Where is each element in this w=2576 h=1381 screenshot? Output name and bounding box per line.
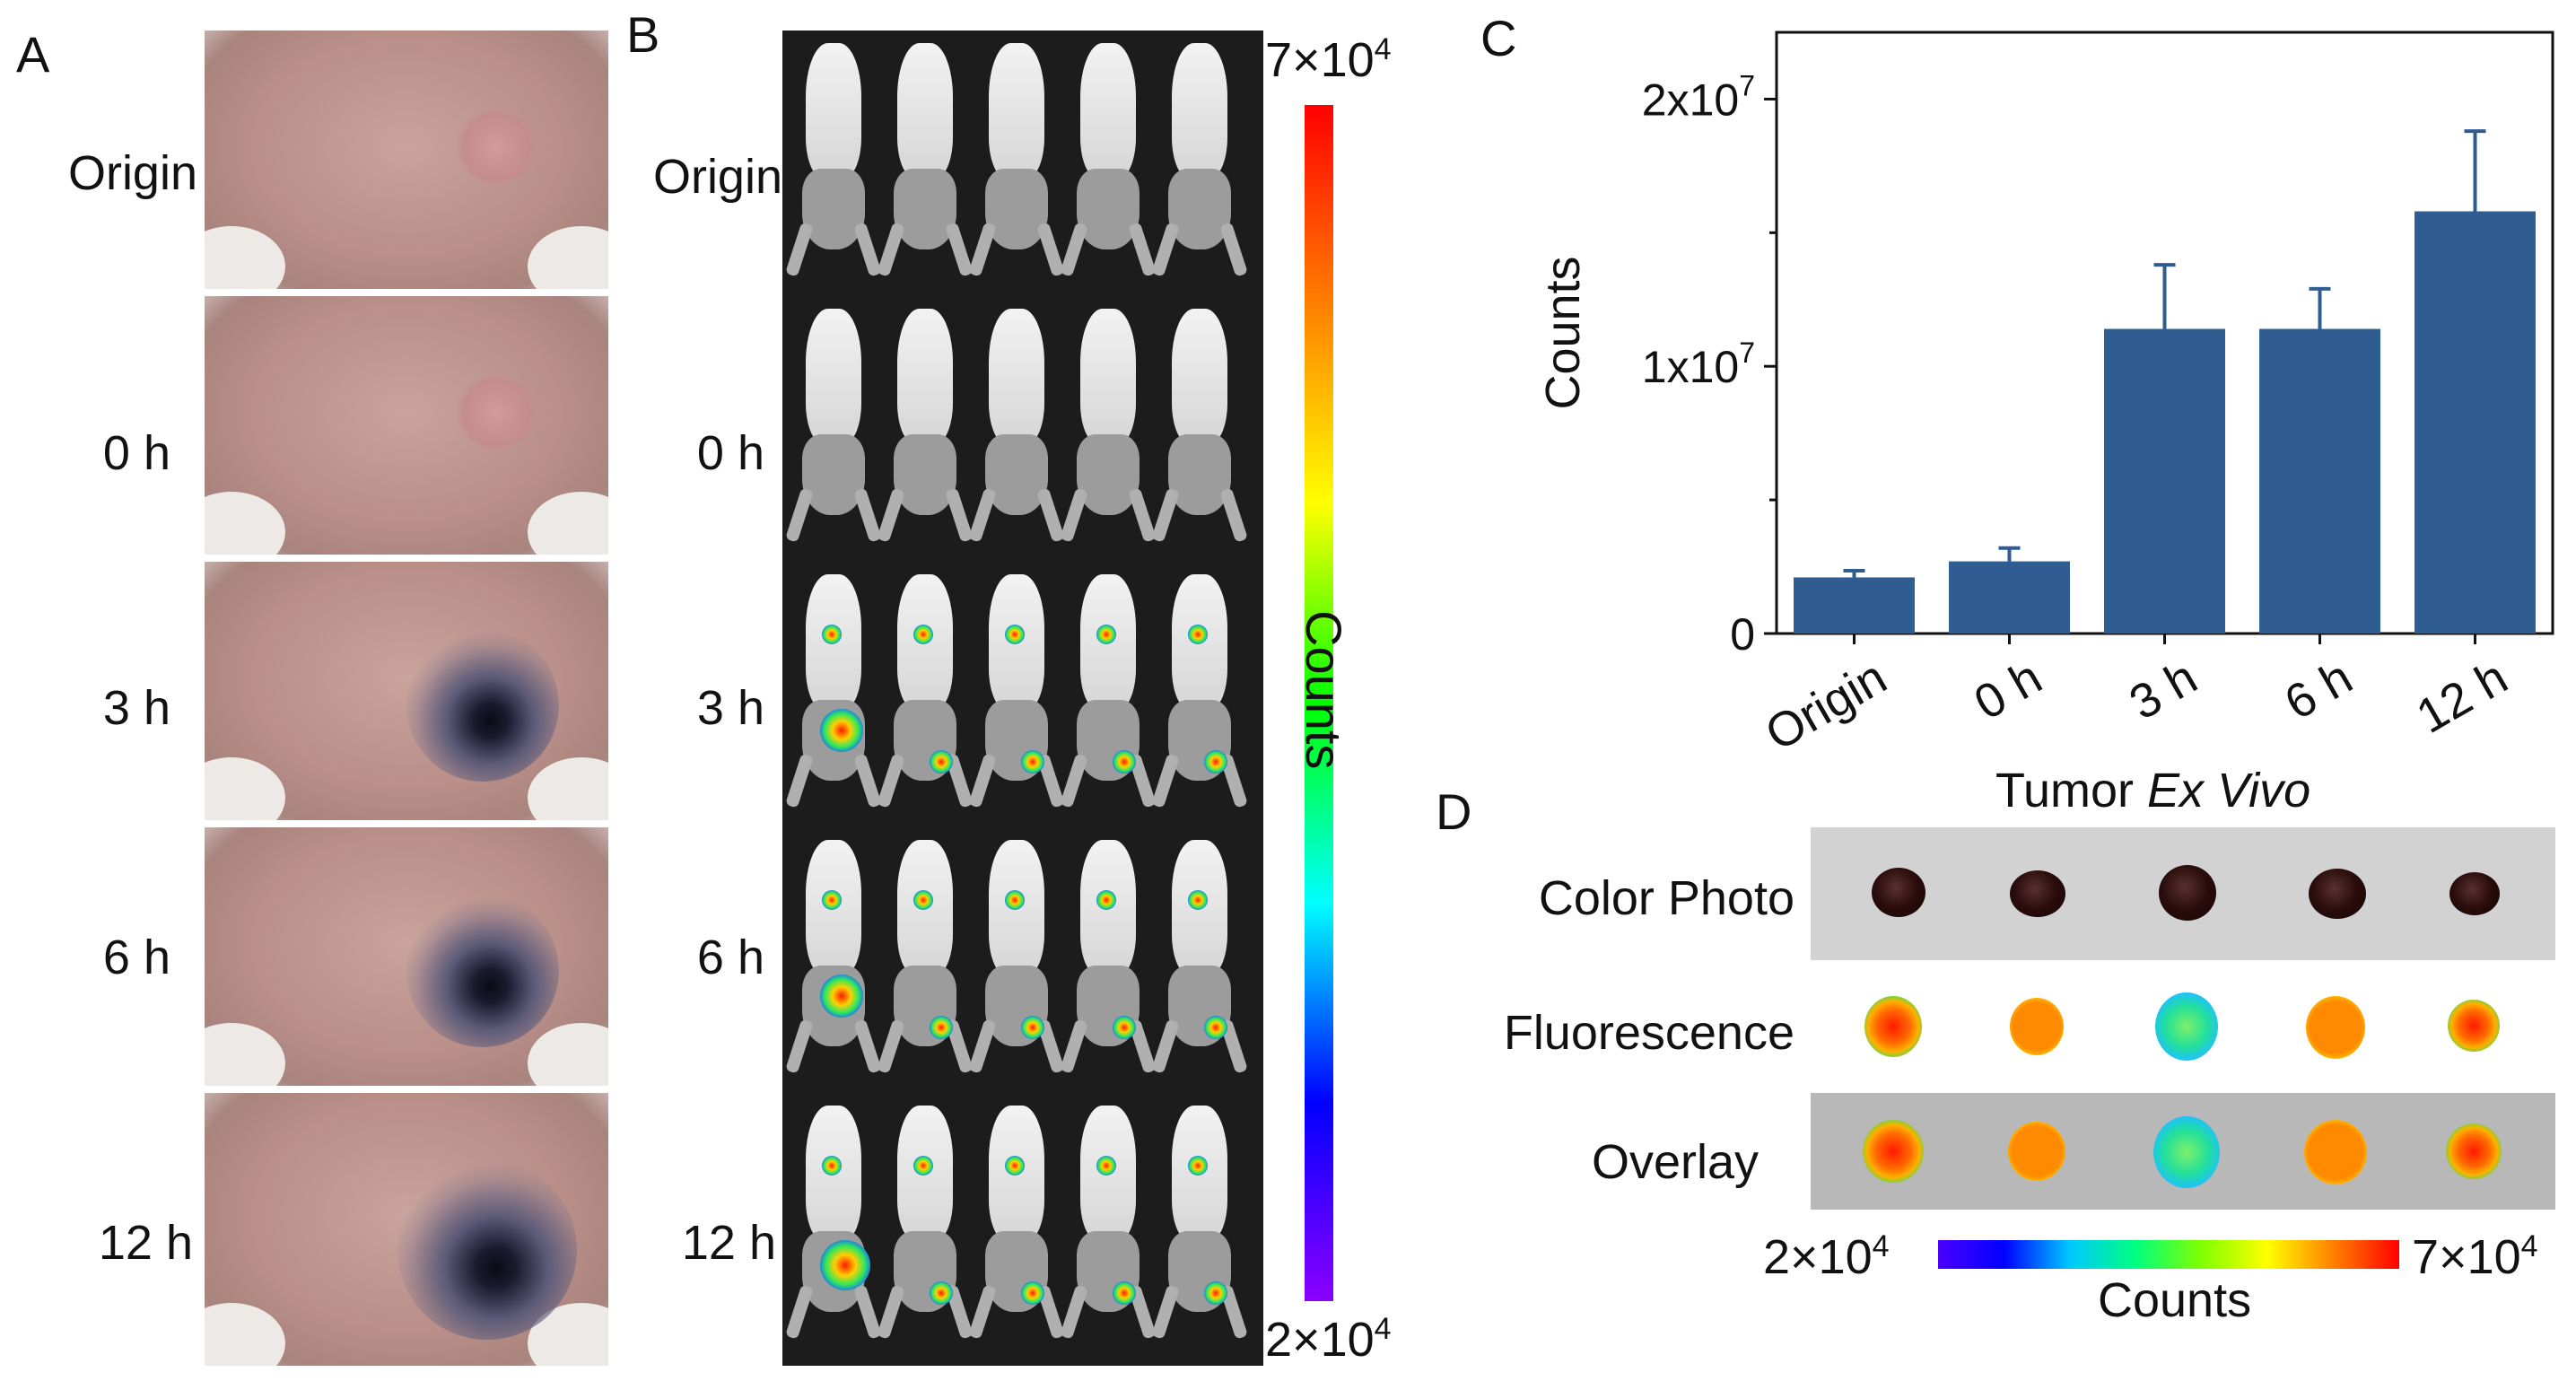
b-colorbar (1305, 105, 1333, 1301)
a-row-label-3h: 3 h (102, 681, 170, 735)
y-tick-label: 1x107 (1642, 337, 1755, 392)
d-colorbar (1938, 1240, 2399, 1269)
b-row-label-0h: 0 h (696, 426, 764, 480)
imaging-row (782, 562, 1263, 824)
d-row-label-color-photo: Color Photo (1538, 871, 1794, 925)
photo-3h (205, 562, 608, 823)
counts-bar-chart: 0 1x107 2x107 Counts Origin 0 h 3 h 6 h 12 h (1536, 31, 2554, 761)
mouse-image (1151, 1106, 1248, 1340)
d-colorbar-max-label: 7×104 (2412, 1229, 2538, 1284)
bar (1949, 561, 2070, 634)
d-colorbar-title: Counts (2098, 1273, 2252, 1327)
d-row-label-overlay: Overlay (1591, 1135, 1759, 1189)
mouse-image (1060, 574, 1157, 808)
imaging-grid (782, 31, 1263, 1366)
photo-6h (205, 827, 608, 1088)
a-row-label-0h: 0 h (102, 426, 170, 480)
mouse-image (968, 43, 1065, 277)
bar (2414, 211, 2536, 634)
mouse-image (785, 43, 882, 277)
d-title: Tumor Ex Vivo (1995, 764, 2311, 817)
mouse-image (1060, 309, 1157, 543)
x-tick-label: Origin (1757, 650, 1896, 761)
a-row-label-origin: Origin (67, 146, 197, 200)
a-row-label-12h: 12 h (98, 1216, 193, 1270)
photo-12h (205, 1093, 608, 1368)
d-strip-color-photo (1811, 827, 2555, 960)
mouse-image (877, 1106, 974, 1340)
mouse-image (877, 43, 974, 277)
y-tick-label: 2x107 (1642, 69, 1755, 125)
panel-c-letter: C (1480, 10, 1517, 66)
bar (2104, 328, 2225, 634)
b-colorbar-max-label: 7×104 (1265, 32, 1392, 87)
b-colorbar-title: Counts (1296, 610, 1352, 770)
mouse-image (1060, 1106, 1157, 1340)
mouse-image (877, 574, 974, 808)
d-row-label-fluorescence: Fluorescence (1503, 1006, 1794, 1060)
panel-b-letter: B (626, 6, 660, 63)
bar (1794, 577, 1915, 634)
photo-origin (205, 31, 608, 292)
x-tick-label: 0 h (1965, 650, 2050, 730)
panel-a-letter: A (16, 26, 50, 83)
b-row-label-12h: 12 h (681, 1216, 776, 1270)
b-row-label-3h: 3 h (696, 681, 764, 735)
imaging-row (782, 827, 1263, 1089)
mouse-image (1151, 840, 1248, 1074)
x-tick-label: 6 h (2275, 650, 2361, 730)
mouse-image (1060, 43, 1157, 277)
mouse-image (968, 574, 1065, 808)
mouse-image (968, 309, 1065, 543)
photo-0h (205, 296, 608, 557)
mouse-image (1060, 840, 1157, 1074)
x-tick-label: 12 h (2407, 650, 2516, 744)
mouse-image (1151, 309, 1248, 543)
mouse-image (785, 840, 882, 1074)
mouse-image (877, 840, 974, 1074)
mouse-image (968, 840, 1065, 1074)
y-axis-label: Counts (1536, 256, 1590, 409)
mouse-image (1151, 43, 1248, 277)
imaging-row (782, 296, 1263, 558)
bar (2259, 328, 2380, 634)
mouse-image (785, 309, 882, 543)
d-strip-fluorescence (1811, 985, 2555, 1079)
imaging-row (782, 1093, 1263, 1355)
mouse-image (968, 1106, 1065, 1340)
mouse-image (785, 1106, 882, 1340)
y-tick-label: 0 (1730, 609, 1755, 660)
x-tick-label: 3 h (2120, 650, 2205, 730)
d-colorbar-min-label: 2×104 (1763, 1229, 1890, 1284)
mouse-image (877, 309, 974, 543)
imaging-row (782, 31, 1263, 293)
b-row-label-6h: 6 h (696, 931, 764, 984)
a-row-label-6h: 6 h (102, 931, 170, 984)
panel-d-letter: D (1436, 783, 1472, 840)
mouse-image (785, 574, 882, 808)
d-strip-overlay (1811, 1093, 2555, 1210)
b-row-label-origin: Origin (652, 150, 782, 204)
b-colorbar-min-label: 2×104 (1265, 1312, 1392, 1367)
mouse-image (1151, 574, 1248, 808)
